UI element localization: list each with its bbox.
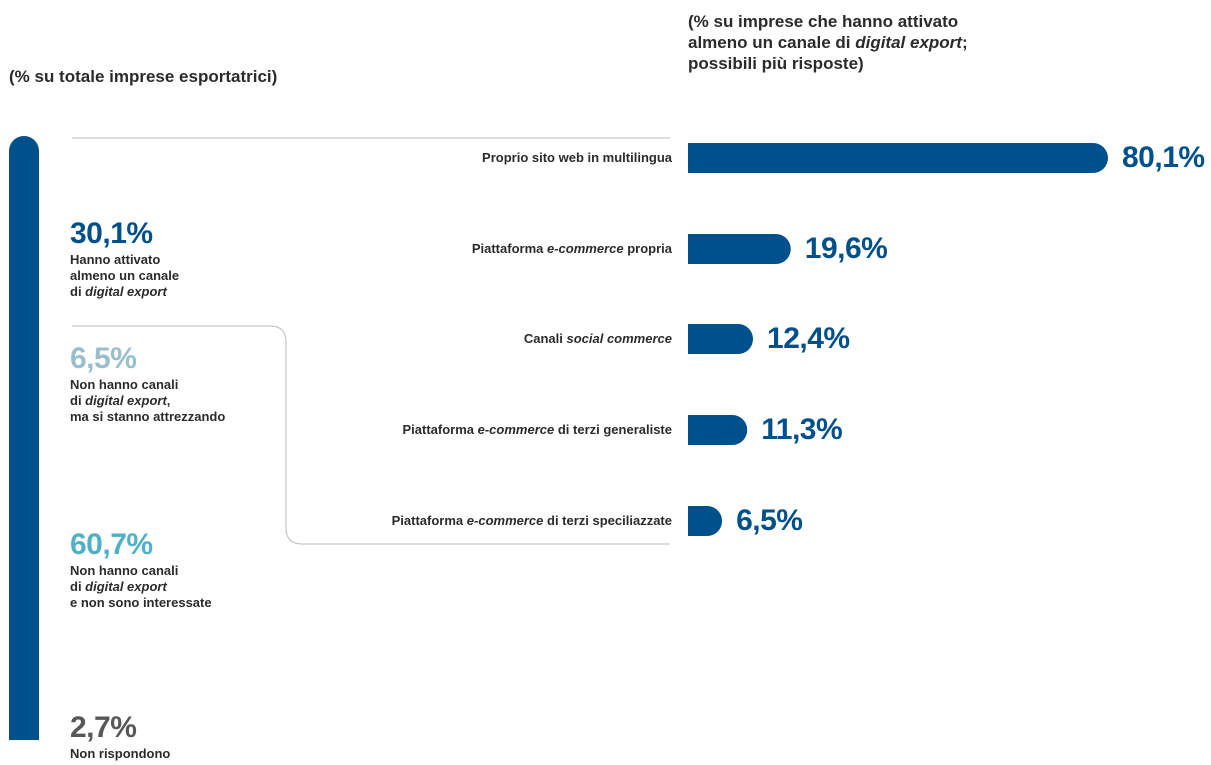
stack-label-1: 30,1% Hanno attivato almeno un canale di di… — [70, 218, 179, 300]
right-subtitle-line-1: (% su imprese che hanno attivato — [688, 12, 959, 31]
bar-value-label-2: 19,6% — [804, 232, 888, 265]
bar-4 — [688, 415, 748, 445]
right-subtitle-line-2: almeno un canale di digital export; — [688, 32, 1108, 53]
stack-label-2: 6,5% Non hanno canali di digital export, ma… — [70, 343, 225, 425]
bracket-connector-line — [72, 325, 670, 545]
left-subtitle: (% su totale imprese esportatrici) — [9, 67, 278, 86]
stack-description-4: Non rispondono — [70, 746, 171, 761]
stack-percent-1: 30,1% — [70, 217, 153, 250]
right-subtitle-line-2-italic: digital export — [855, 33, 962, 52]
stack-percent-3: 60,7% — [70, 528, 153, 561]
stack-description-1: Hanno attivato almeno un canale di digital… — [70, 252, 180, 299]
stack-segment-1 — [9, 136, 39, 740]
right-subtitle-line-2-text: almeno un canale di — [688, 33, 856, 52]
stack-description-2: Non hanno canali di digital export, ma si … — [70, 377, 226, 424]
stack-percent-4: 2,7% — [70, 711, 137, 744]
bar-3 — [688, 324, 754, 354]
stack-base-mask — [0, 740, 60, 765]
right-subtitle-line-3: possibili più risposte) — [688, 54, 864, 73]
bar-value-label-3: 12,4% — [767, 322, 850, 355]
stack-description-3: Non hanno canali di digital export e non s… — [70, 563, 212, 610]
bar-5 — [688, 506, 723, 536]
bar-category-label-3: Canali social commerce — [523, 331, 672, 346]
bar-category-label-5: Piattaforma e-commerce di terzi specilia… — [391, 513, 672, 528]
bar-value-label-4: 11,3% — [761, 413, 843, 446]
bar-category-label-2: Piattaforma e-commerce propria — [471, 241, 672, 256]
bar-value-label-1: 80,1% — [1122, 141, 1205, 174]
stack-percent-2: 6,5% — [70, 342, 137, 375]
stack-label-4: 2,7% Non rispondono — [70, 712, 170, 762]
stack-label-3: 60,7% Non hanno canali di digital export e … — [70, 529, 212, 611]
right-subtitle: (% su imprese che hanno attivato almeno … — [688, 11, 1108, 74]
bar-category-label-1: Proprio sito web in multilingua — [482, 150, 672, 165]
bar-category-label-4: Piattaforma e-commerce di terzi generali… — [402, 422, 672, 437]
right-subtitle-line-2-end: ; — [961, 33, 968, 52]
bar-value-label-5: 6,5% — [736, 504, 803, 537]
bar-1 — [688, 143, 1108, 173]
bar-2 — [688, 234, 791, 264]
